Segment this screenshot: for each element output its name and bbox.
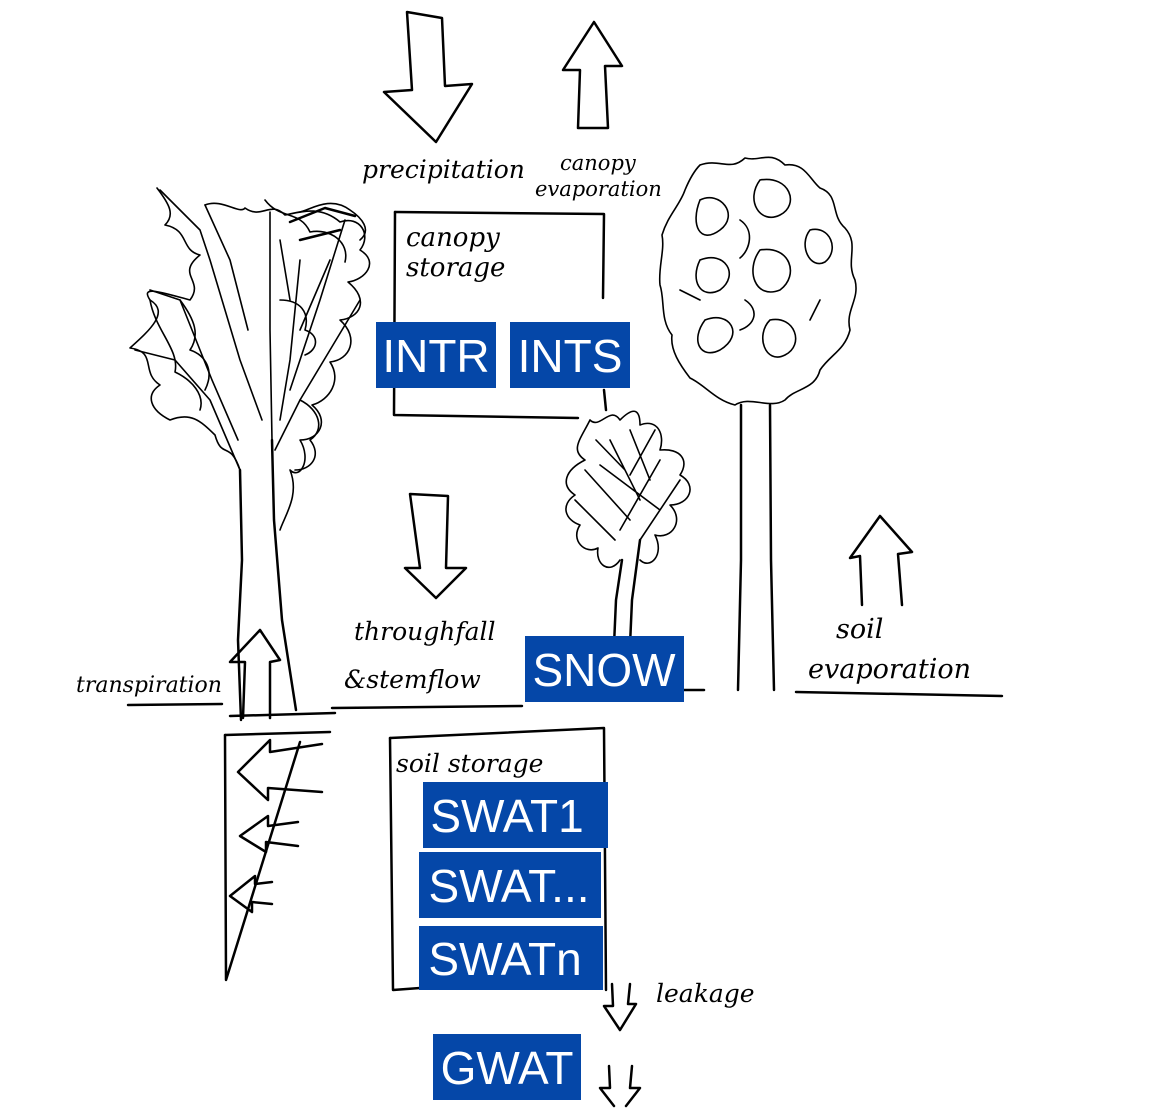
transpiration-arrow-icon (228, 628, 282, 720)
svg-text:soil storage: soil storage (396, 749, 543, 778)
root-uptake-arrows-icon (228, 738, 324, 914)
canopy-storage-box (392, 210, 608, 420)
svg-text:storage: storage (406, 253, 505, 283)
leakage-label: leakage (656, 979, 755, 1008)
svg-text:GWAT: GWAT (441, 1042, 574, 1094)
svg-text:canopy: canopy (560, 151, 637, 175)
var-snow-box: SNOW (525, 636, 684, 702)
svg-text:INTS: INTS (518, 330, 623, 382)
leakage-arrow-icon (602, 982, 638, 1032)
canopy-evaporation-arrow-icon (561, 20, 624, 130)
throughfall-arrow-icon (403, 492, 468, 600)
svg-text:SWAT...: SWAT... (429, 860, 590, 912)
svg-text:soil: soil (836, 614, 883, 645)
soil-storage-box (388, 726, 608, 992)
svg-text:INTR: INTR (382, 330, 489, 382)
svg-text:canopy: canopy (406, 223, 500, 253)
precipitation-label: precipitation (362, 155, 525, 184)
ground-lines (126, 688, 1004, 718)
svg-text:throughfall: throughfall (354, 617, 496, 646)
canopy-storage-label: canopy storage (406, 223, 505, 283)
left-tree-icon (129, 187, 371, 722)
var-swat1-box: SWAT1 (423, 782, 608, 848)
soil-evaporation-arrow-icon (848, 514, 914, 607)
svg-text:leakage: leakage (656, 979, 755, 1008)
throughfall-label: throughfall &stemflow (344, 617, 496, 694)
var-swat-mid-box: SWAT... (419, 852, 601, 918)
transpiration-label: transpiration (76, 673, 222, 698)
soil-storage-label: soil storage (396, 749, 543, 778)
precipitation-arrow-icon (382, 10, 474, 144)
svg-text:precipitation: precipitation (362, 155, 525, 184)
right-tree-icon (658, 156, 857, 692)
svg-text:SNOW: SNOW (532, 644, 676, 696)
groundwater-arrow-icon (598, 1064, 642, 1108)
var-gwat-box: GWAT (433, 1034, 581, 1100)
svg-text:&stemflow: &stemflow (344, 665, 481, 694)
svg-text:evaporation: evaporation (535, 177, 662, 201)
svg-text:transpiration: transpiration (76, 673, 222, 698)
var-intr-box: INTR (376, 322, 496, 388)
soil-evaporation-label: soil evaporation (808, 614, 971, 685)
var-ints-box: INTS (510, 322, 630, 388)
svg-text:SWATn: SWATn (428, 933, 581, 985)
root-zone-outline (223, 730, 332, 982)
svg-text:SWAT1: SWAT1 (430, 790, 583, 842)
canopy-evaporation-label: canopy evaporation (535, 151, 662, 201)
var-swatn-box: SWATn (419, 926, 603, 990)
svg-text:evaporation: evaporation (808, 654, 971, 685)
